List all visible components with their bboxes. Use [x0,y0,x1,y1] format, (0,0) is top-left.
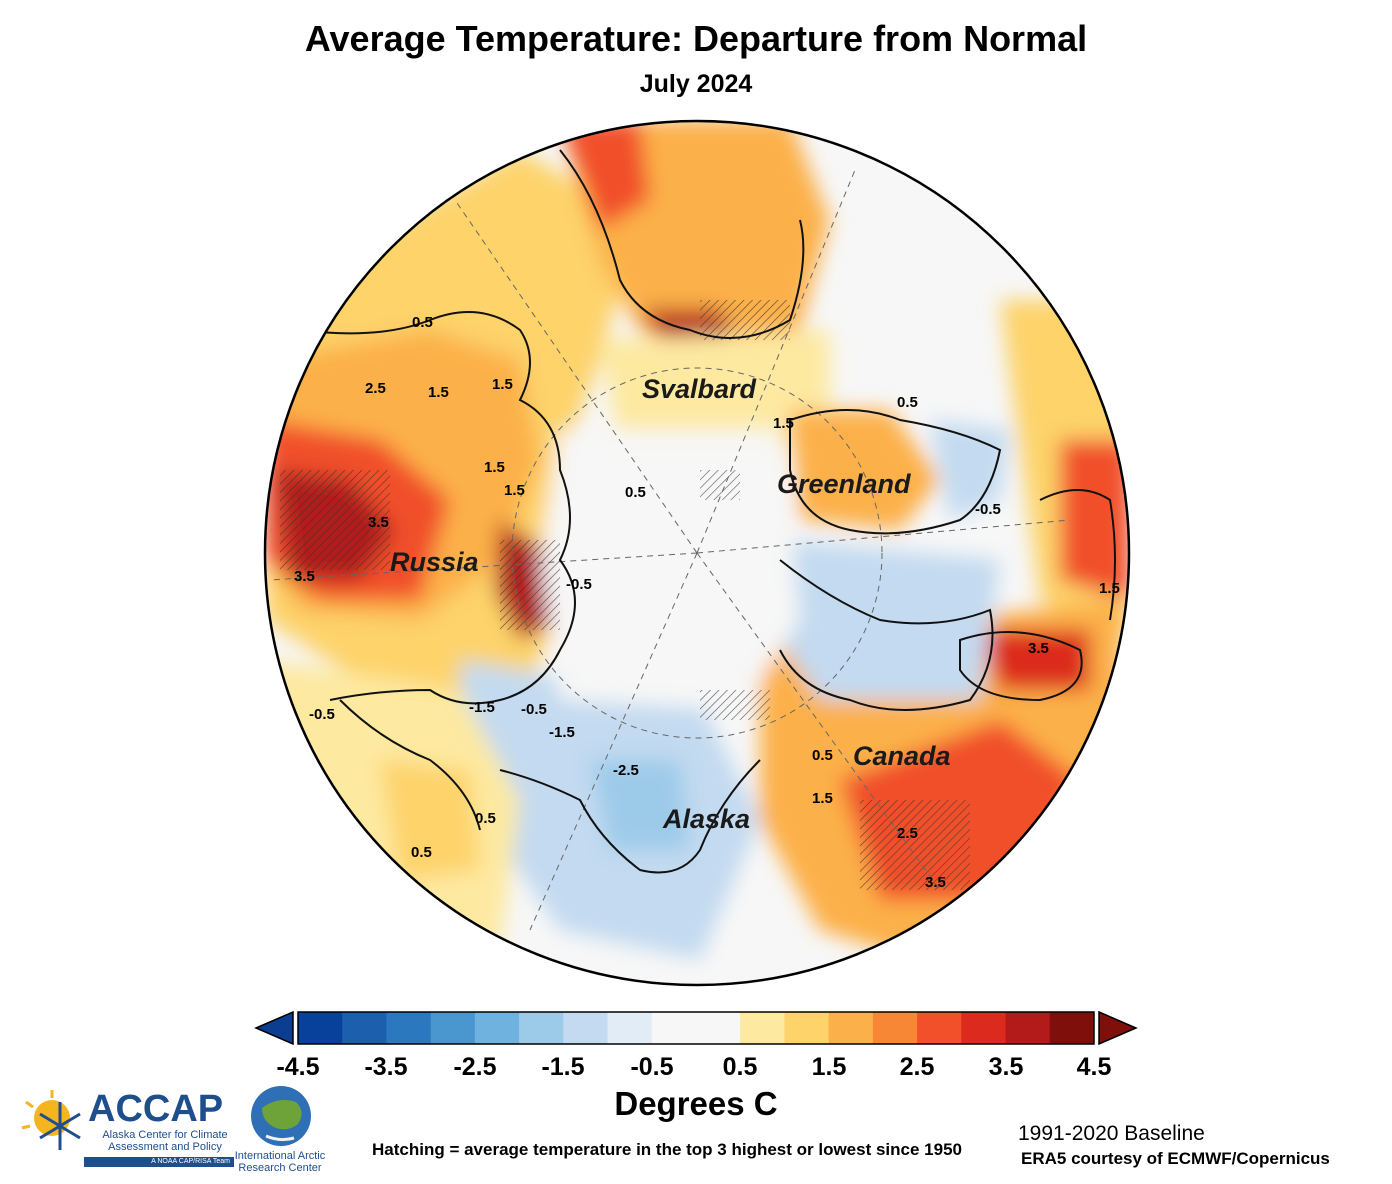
colorbar-cell [828,1012,874,1044]
contour-label: 0.5 [897,394,918,411]
region-label-svalbard: Svalbard [642,374,757,404]
contour-label: 2.5 [897,825,918,842]
contour-label: 1.5 [484,459,505,476]
colorbar-units-label: Degrees C [614,1085,778,1122]
anomaly-field [265,121,1129,985]
colorbar-cell [607,1012,653,1044]
hatching-note: Hatching = average temperature in the to… [372,1140,962,1159]
contour-label: -0.5 [566,576,592,593]
accap-logo: ACCAP Alaska Center for Climate Assessme… [18,1088,234,1168]
contour-label: 0.5 [812,747,833,764]
colorbar-cell [651,1012,697,1044]
colorbar-over-arrow [1098,1010,1138,1046]
colorbar-under-arrow [254,1010,294,1046]
colorbar-cell [961,1012,1007,1044]
colorbar-cell [430,1012,476,1044]
contour-label: 0.5 [412,314,433,331]
colorbar-cell [740,1012,785,1044]
colorbar-cell [298,1012,343,1044]
coastlines [299,149,1116,874]
contour-label: 3.5 [294,568,315,585]
iarc-globe-icon [251,1086,311,1146]
colorbar-tick-label: 4.5 [1076,1053,1112,1081]
contour-label: 3.5 [925,874,946,891]
accap-logo-team: A NOAA CAP/RISA Team [84,1157,234,1167]
contour-label: 1.5 [812,790,833,807]
map-boundary-circle [263,119,1131,987]
contour-label: 1.5 [773,415,794,432]
contour-label: -1.5 [469,699,495,716]
significance-hatching [280,300,970,890]
colorbar-tick-label: 1.5 [811,1053,847,1081]
colorbar-cell [1049,1012,1095,1044]
contour-label: 3.5 [368,514,389,531]
colorbar-cell [342,1012,387,1044]
contour-label: -0.5 [975,501,1001,518]
colorbar-cell [474,1012,520,1044]
colorbar-cells [298,1012,1095,1044]
contour-label: 3.5 [1028,640,1049,657]
accap-logo-name: ACCAP [88,1088,224,1130]
colorbar-tick-label: 0.5 [722,1053,758,1081]
colorbar-cell [872,1012,918,1044]
colorbar-cell [917,1012,962,1044]
contour-label: -0.5 [521,701,547,718]
colorbar-cell [386,1012,432,1044]
region-label-alaska: Alaska [662,804,750,834]
graticule [269,169,1071,931]
colorbar-tick-label: -0.5 [630,1053,674,1081]
iarc-logo-name: International Arctic Research Center [234,1150,326,1174]
colorbar [254,1010,1138,1046]
accap-logo-icon [21,1090,81,1150]
contour-label: -0.5 [309,706,335,723]
contour-label: 1.5 [1099,580,1120,597]
contour-label: 0.5 [625,484,646,501]
colorbar-frame [297,1011,1095,1045]
contour-label: 1.5 [504,482,525,499]
map-subtitle: July 2024 [639,70,753,98]
region-label-canada: Canada [853,741,951,771]
baseline-note: 1991-2020 Baseline [1018,1122,1205,1145]
accap-logo-subtitle: Alaska Center for Climate Assessment and… [102,1129,228,1153]
contour-label: 2.5 [365,380,386,397]
contour-label: 0.5 [475,810,496,827]
map-title: Average Temperature: Departure from Norm… [304,18,1088,59]
colorbar-cell [784,1012,830,1044]
contour-label: 1.5 [492,376,513,393]
iarc-logo: International Arctic Research Center [230,1088,330,1178]
colorbar-cell [563,1012,609,1044]
colorbar-tick-label: -3.5 [364,1053,408,1081]
colorbar-tick-label: -4.5 [276,1053,320,1081]
colorbar-cell [696,1012,741,1044]
region-label-greenland: Greenland [777,469,911,499]
contour-label: 1.5 [428,384,449,401]
colorbar-tick-label: -2.5 [453,1053,497,1081]
colorbar-cell [1005,1012,1051,1044]
contour-label: 0.5 [411,844,432,861]
colorbar-tick-label: 2.5 [899,1053,935,1081]
colorbar-cell [519,1012,564,1044]
colorbar-tick-label: 3.5 [988,1053,1024,1081]
colorbar-tick-label: -1.5 [541,1053,585,1081]
contour-label: -2.5 [613,762,639,779]
region-label-russia: Russia [390,547,479,577]
data-credit: ERA5 courtesy of ECMWF/Copernicus [1021,1149,1330,1168]
contour-label: -1.5 [549,724,575,741]
